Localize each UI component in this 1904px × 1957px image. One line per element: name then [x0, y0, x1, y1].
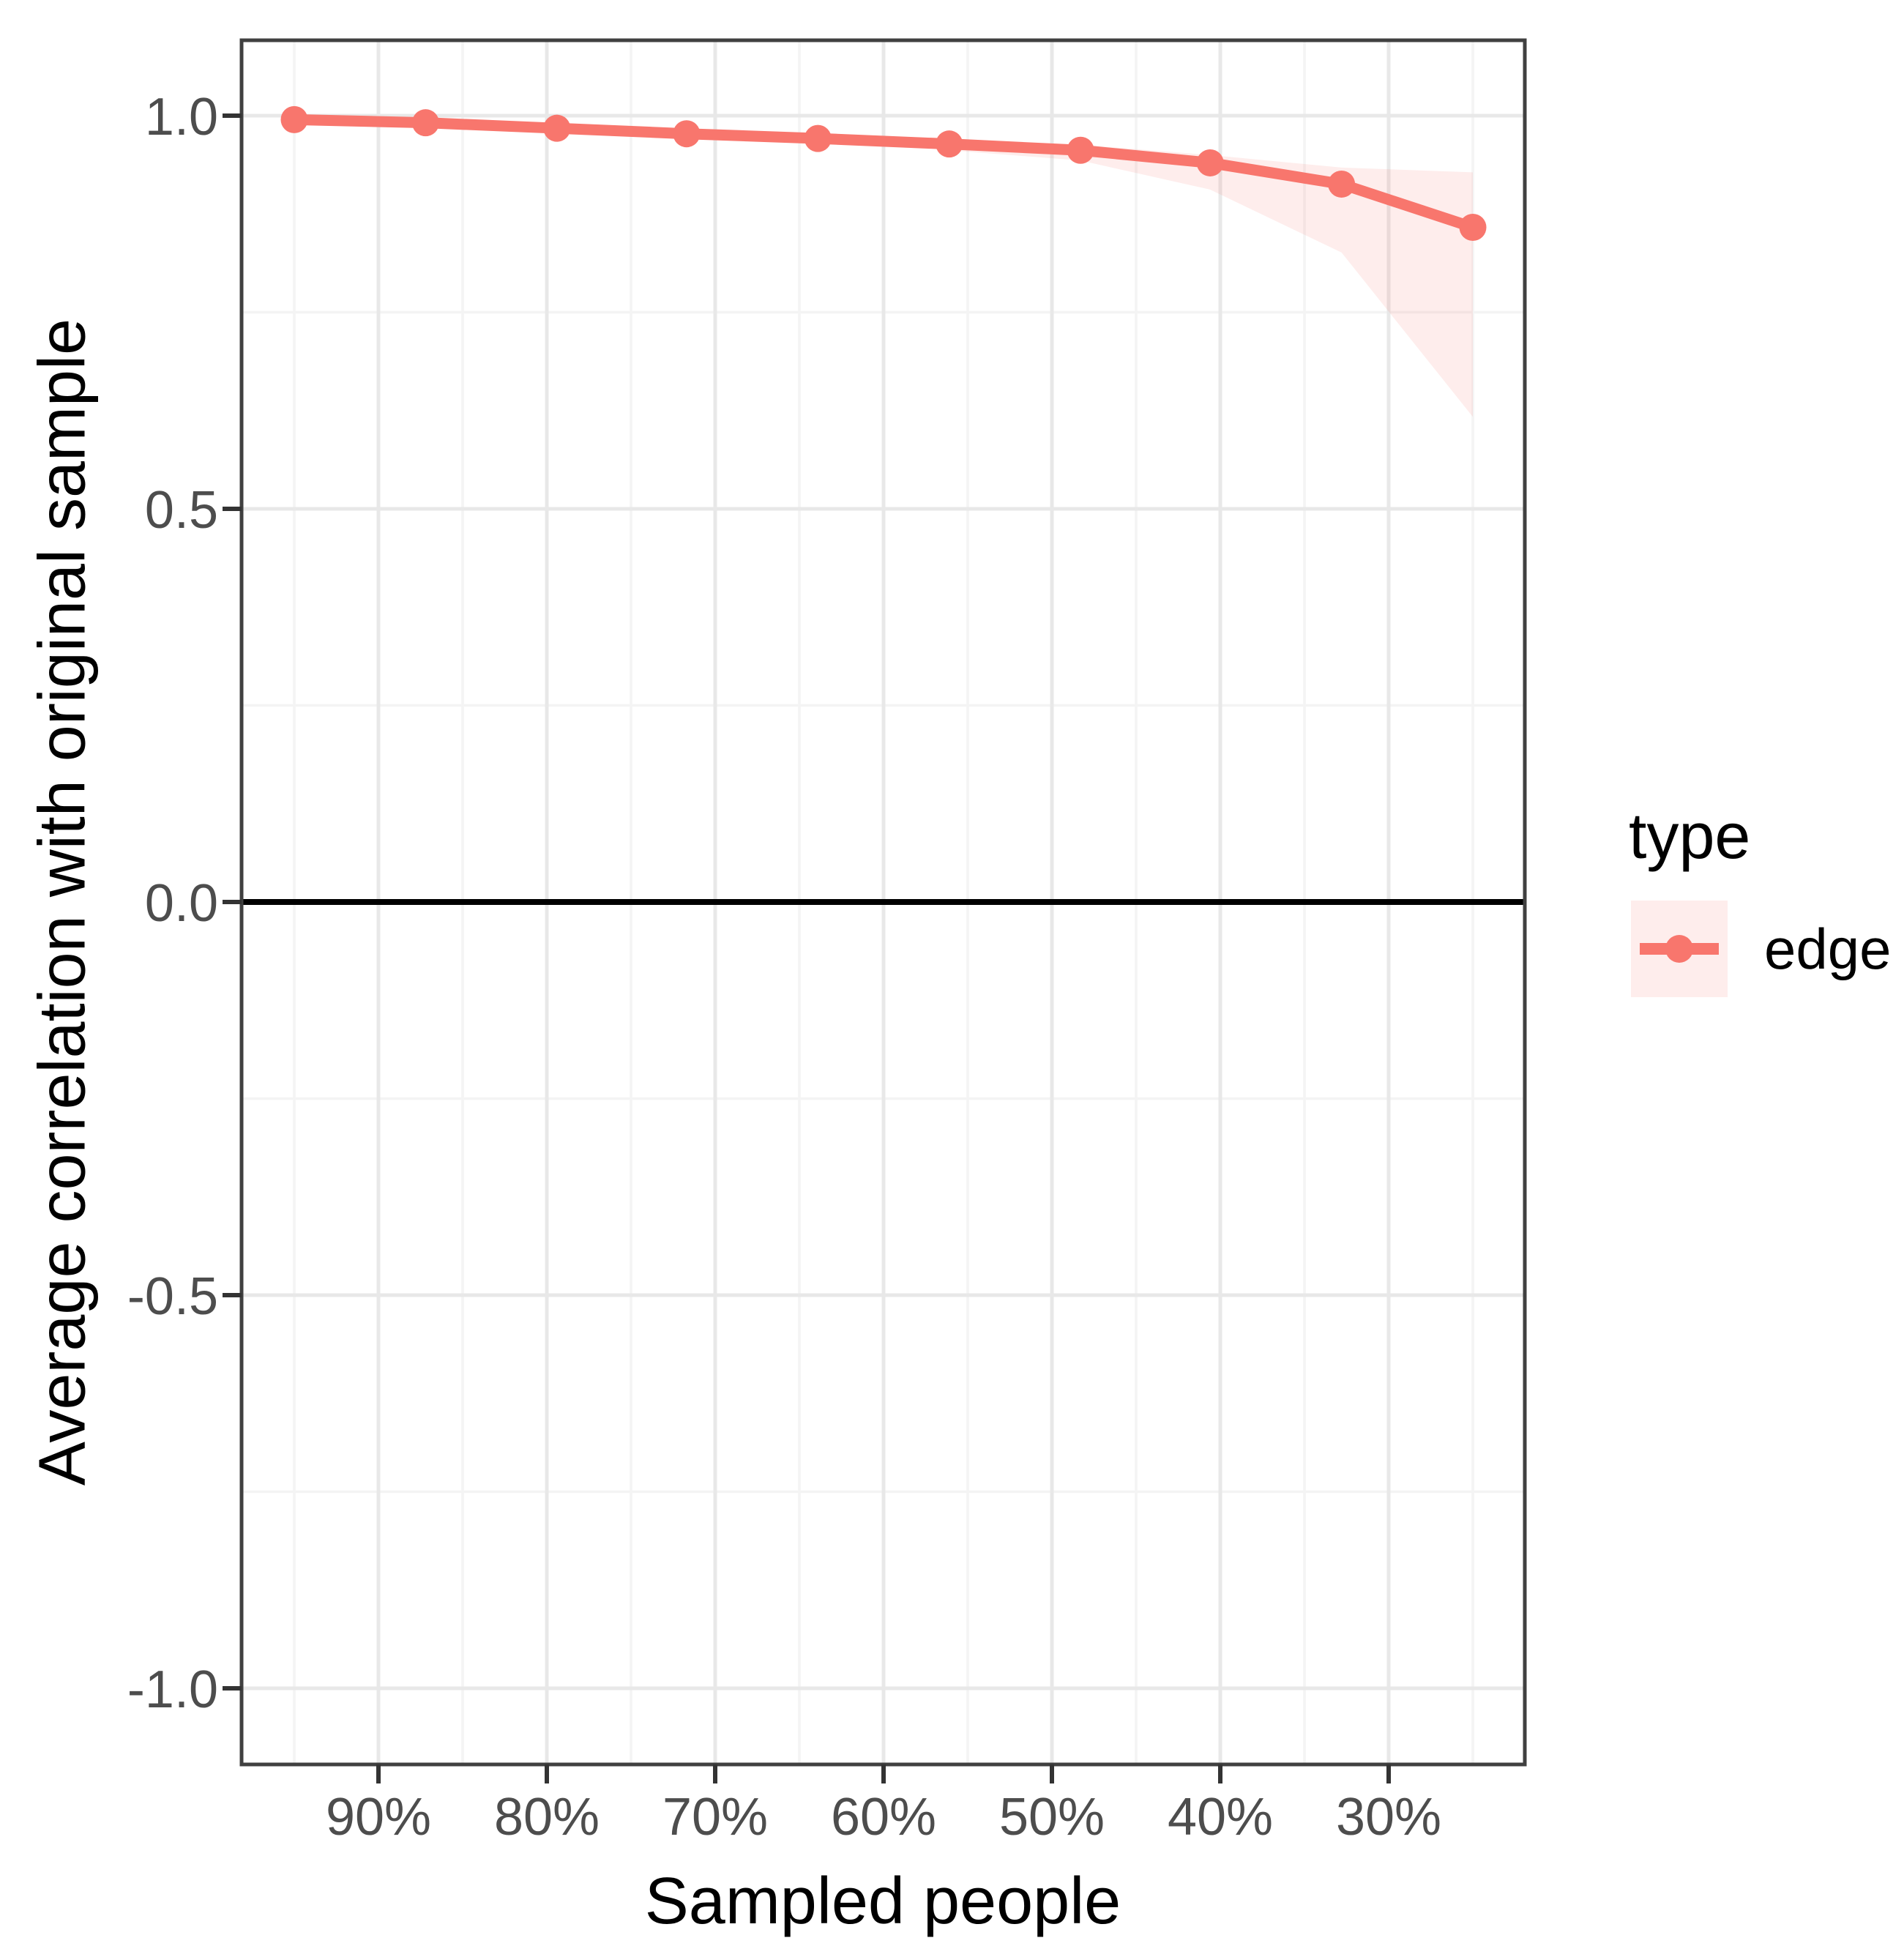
x-tick-label: 60%: [831, 1788, 936, 1846]
legend: type edge: [1627, 799, 1892, 998]
data-point: [804, 124, 832, 152]
data-point: [411, 109, 439, 137]
x-tick-label: 50%: [999, 1788, 1105, 1846]
data-point: [1459, 214, 1487, 242]
legend-entry-edge: edge: [1627, 901, 1892, 998]
x-axis-title: Sampled people: [644, 1865, 1121, 1938]
legend-title: type: [1629, 799, 1751, 872]
data-point: [543, 114, 571, 142]
data-point: [936, 130, 963, 158]
legend-label: edge: [1764, 916, 1892, 981]
y-axis-title: Average correlation with original sample: [26, 318, 100, 1486]
x-tick-label: 40%: [1168, 1788, 1273, 1846]
x-tick-label: 30%: [1336, 1788, 1441, 1846]
y-tick-label: 1.0: [145, 88, 218, 146]
y-tick-label: 0.5: [145, 481, 218, 540]
x-tick-label: 90%: [326, 1788, 431, 1846]
legend-point-icon: [1665, 935, 1693, 963]
data-point: [1328, 170, 1356, 198]
data-point: [280, 105, 308, 133]
data-point: [673, 120, 701, 148]
legend-key-swatch: [1631, 901, 1728, 998]
y-tick-label: 0.0: [145, 874, 218, 933]
data-point: [1196, 149, 1224, 176]
y-tick-label: -0.5: [127, 1267, 218, 1326]
x-tick-label: 70%: [662, 1788, 768, 1846]
data-point: [1067, 136, 1094, 164]
x-tick-label: 80%: [494, 1788, 600, 1846]
y-tick-label: -1.0: [127, 1660, 218, 1719]
edge-line: [288, 113, 1479, 234]
